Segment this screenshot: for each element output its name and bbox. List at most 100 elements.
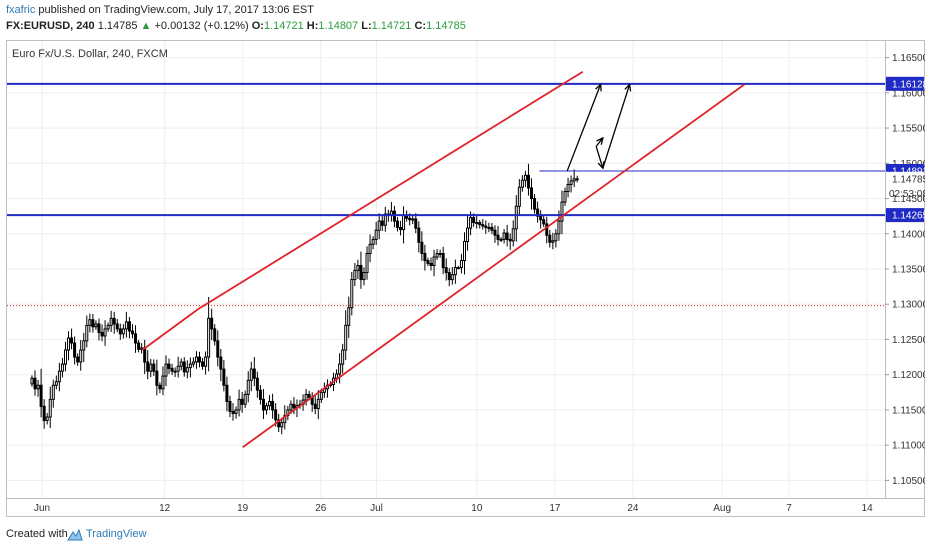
candle-body [447, 272, 451, 281]
candle-body [109, 317, 113, 326]
chart-legend: Euro Fx/U.S. Dollar, 240, FXCM [12, 48, 168, 60]
y-tick-label: 1.11500 [892, 405, 925, 416]
candle-body [210, 317, 214, 330]
candle-body [213, 328, 217, 342]
candle-body [481, 224, 485, 227]
candle-body [271, 400, 275, 411]
candle-body [523, 174, 527, 181]
candle-body [115, 323, 119, 330]
x-tick-label: Jun [34, 503, 50, 514]
candle-body [566, 183, 570, 192]
candle-body [176, 365, 180, 372]
candle-body [411, 218, 415, 221]
horizontal-levels [7, 82, 885, 217]
candle-body [222, 368, 226, 386]
candle-body [283, 415, 287, 424]
candle-body [530, 187, 534, 200]
candle-body [478, 221, 482, 226]
candle-body [73, 342, 77, 358]
tradingview-brand[interactable]: TradingView [86, 528, 147, 540]
candle-body [377, 220, 381, 231]
trend-channel [141, 70, 745, 448]
projection-arrow [602, 84, 631, 169]
x-tick-label: 26 [315, 503, 327, 514]
candle-body [127, 321, 131, 332]
candle-body [539, 215, 543, 221]
countdown-label: 02:53:08 [889, 189, 925, 200]
candle-body [173, 370, 177, 373]
candle-body [575, 178, 579, 181]
candle-body [423, 252, 427, 262]
candle-body [112, 317, 116, 325]
candle-body [179, 361, 183, 367]
price-chart[interactable]: 1.10500 1.11000 1.11500 1.12000 1.12500 1.130… [6, 40, 925, 517]
tradingview-logo-icon [67, 528, 83, 541]
candle-body [234, 409, 238, 414]
candle-body [399, 226, 403, 231]
candle-body [402, 214, 406, 231]
candle-body [536, 208, 540, 217]
candle-body [182, 361, 186, 373]
candle-body [496, 234, 500, 240]
price-change: +0.00132 (+0.12%) [154, 20, 249, 32]
candle-body [362, 272, 366, 281]
channel-line [242, 83, 745, 448]
candle-body [255, 377, 259, 391]
candle-body [374, 229, 378, 240]
candle-body [319, 391, 323, 400]
candle-body [505, 232, 509, 240]
close-value: 1.14785 [426, 20, 466, 32]
y-tick-label: 1.12500 [892, 335, 925, 346]
candle-body [341, 349, 345, 365]
candle-body [252, 368, 256, 379]
arrow-head [596, 136, 604, 145]
publish-line: fxafric published on TradingView.com, Ju… [6, 4, 314, 16]
x-tick-label: 14 [862, 503, 874, 514]
created-with-text: Created with [6, 528, 68, 540]
candle-body [134, 333, 138, 344]
candle-body [158, 384, 162, 390]
candle-body [57, 370, 61, 383]
high-label: H: [306, 20, 319, 32]
arrow-head [595, 82, 602, 92]
candle-body [383, 213, 387, 226]
candle-body [188, 363, 192, 369]
candle-body [335, 373, 339, 379]
candle-body [432, 256, 436, 266]
low-label: L: [361, 20, 372, 32]
y-tick-label: 1.14000 [892, 229, 925, 240]
candle-body [533, 198, 537, 210]
footer: Created with TradingView [0, 520, 932, 550]
y-tick-label: 1.15500 [892, 124, 925, 135]
candle-body [94, 323, 98, 328]
candle-body [76, 356, 80, 363]
candle-body [344, 324, 348, 351]
last-price-tag [886, 171, 924, 186]
candle-body [563, 190, 567, 203]
candle-body [408, 217, 412, 221]
author-link[interactable]: fxafric [6, 4, 36, 16]
candle-body [45, 416, 49, 421]
candle-body [155, 370, 159, 386]
candle-body [124, 321, 128, 330]
candle-body [70, 337, 74, 344]
candle-body [121, 328, 125, 335]
candle-body [130, 330, 134, 335]
last-price: 1.14785 [97, 20, 138, 32]
open-value: 1.14721 [263, 20, 304, 32]
candle-body [258, 389, 262, 400]
candle-body [444, 267, 448, 274]
candle-body [426, 260, 430, 264]
candle-body [490, 226, 494, 231]
candle-body [146, 361, 150, 372]
candle-body [280, 422, 284, 428]
x-tick-label: 7 [786, 503, 792, 514]
y-tick-label: 1.16500 [892, 53, 925, 64]
candle-body [395, 220, 399, 228]
candle-body [545, 223, 549, 236]
candle-body [274, 409, 278, 421]
chart-grid [6, 40, 925, 517]
candle-body [265, 405, 269, 411]
candle-body [572, 178, 576, 182]
x-tick-label: Jul [370, 503, 383, 514]
